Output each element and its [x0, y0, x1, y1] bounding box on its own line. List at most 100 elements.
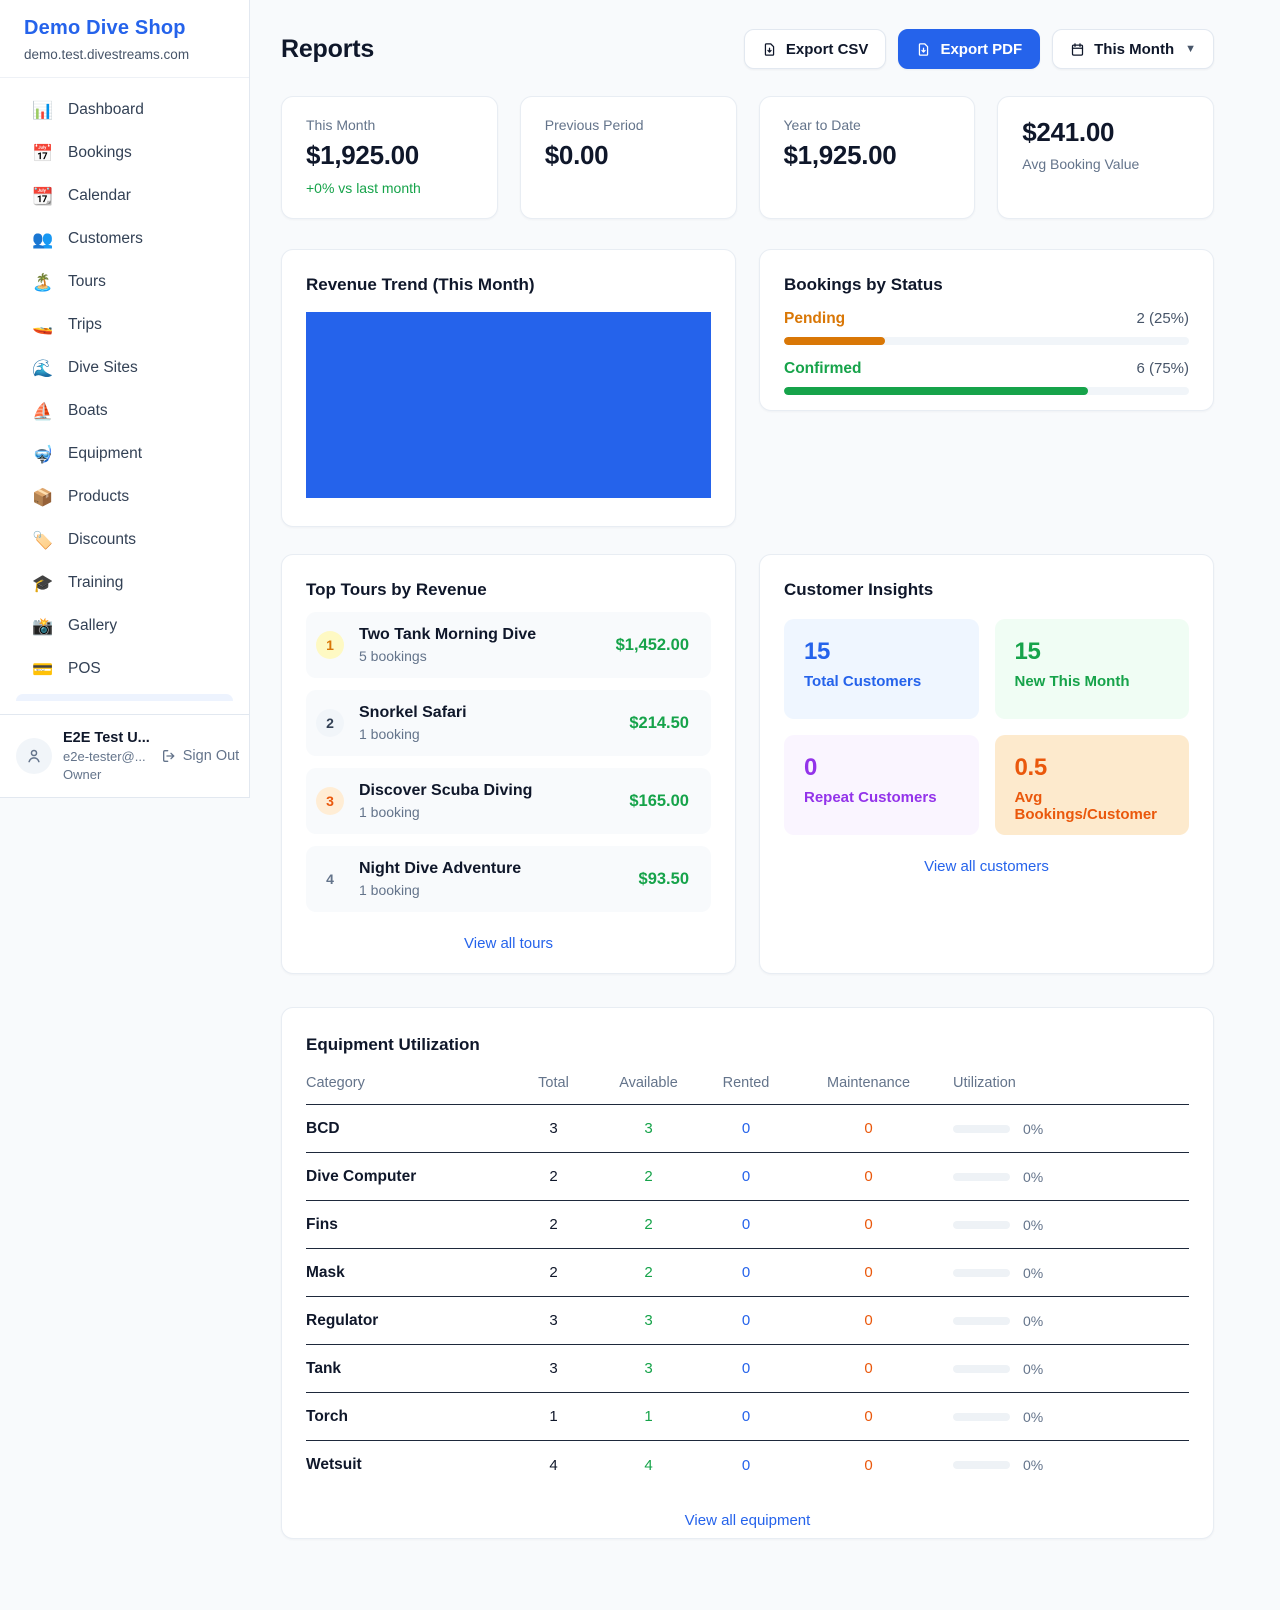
sidebar-item-trips[interactable]: 🚤 Trips — [8, 307, 241, 343]
sign-out-button[interactable]: Sign Out — [161, 748, 239, 764]
export-pdf-button[interactable]: Export PDF — [898, 29, 1041, 69]
cell-category: Mask — [306, 1263, 345, 1281]
utilization-percent: 0% — [1023, 1216, 1044, 1233]
utilization-bar — [953, 1412, 1010, 1421]
cell-rented: 0 — [741, 1360, 751, 1377]
cell-category: Tank — [306, 1359, 342, 1377]
cell-utilization: 0% — [941, 1313, 1189, 1329]
rank-badge: 1 — [316, 631, 344, 659]
export-pdf-label: Export PDF — [940, 40, 1023, 58]
tile-label: New This Month — [1014, 673, 1130, 690]
sidebar-item-gallery[interactable]: 📸 Gallery — [8, 608, 241, 644]
view-all-tours-link[interactable]: View all tours — [464, 935, 553, 952]
sidebar-item-training[interactable]: 🎓 Training — [8, 565, 241, 601]
status-row-confirmed: Confirmed 6 (75%) — [784, 360, 1189, 395]
column-header-utilization: Utilization — [953, 1075, 1016, 1091]
top-tours-card: Top Tours by Revenue 1 Two Tank Morning … — [281, 554, 736, 974]
sidebar-item-tours[interactable]: 🏝️ Tours — [8, 264, 241, 300]
sidebar-item-equipment[interactable]: 🤿 Equipment — [8, 436, 241, 472]
cell-utilization: 0% — [941, 1169, 1189, 1185]
cell-available: 3 — [644, 1312, 653, 1329]
cell-available: 2 — [644, 1264, 653, 1281]
charts-row: Revenue Trend (This Month) Bookings by S… — [281, 249, 1214, 527]
sidebar-item-calendar[interactable]: 📆 Calendar — [8, 178, 241, 214]
stat-value: $0.00 — [544, 140, 609, 170]
tile-value: 15 — [804, 638, 831, 665]
cell-maintenance: 0 — [864, 1168, 873, 1185]
tour-name: Two Tank Morning Dive — [359, 626, 537, 643]
user-role: Owner — [63, 767, 102, 782]
progress-fill — [784, 337, 886, 345]
revenue-trend-chart — [306, 312, 711, 498]
tour-bookings: 1 booking — [359, 804, 420, 820]
bar-chart-icon: 📊 — [32, 100, 54, 120]
tour-bookings: 1 booking — [359, 882, 420, 898]
sidebar-item-bookings[interactable]: 📅 Bookings — [8, 135, 241, 171]
view-all-equipment-link[interactable]: View all equipment — [684, 1512, 811, 1529]
status-label: Confirmed — [784, 360, 862, 377]
sidebar-nav: 📊 Dashboard 📅 Bookings 📆 Calendar 👥 Cust… — [0, 78, 249, 701]
cell-maintenance: 0 — [864, 1312, 873, 1329]
sidebar-item-label: Discounts — [68, 531, 137, 548]
cell-rented: 0 — [741, 1312, 751, 1329]
sidebar-item-discounts[interactable]: 🏷️ Discounts — [8, 522, 241, 558]
cell-total: 1 — [549, 1408, 558, 1425]
status-row-pending: Pending 2 (25%) — [784, 310, 1189, 345]
cell-category: BCD — [306, 1119, 340, 1137]
sidebar-item-label: Bookings — [68, 144, 132, 161]
sidebar-item-dashboard[interactable]: 📊 Dashboard — [8, 92, 241, 128]
top-tours-title: Top Tours by Revenue — [306, 580, 487, 599]
customer-insights-title: Customer Insights — [784, 580, 934, 599]
bookings-by-status-card: Bookings by Status Pending 2 (25%) Confi… — [759, 249, 1214, 411]
sidebar-item-boats[interactable]: ⛵ Boats — [8, 393, 241, 429]
graduation-cap-icon: 🎓 — [32, 573, 54, 593]
cell-category: Torch — [306, 1407, 348, 1425]
cell-utilization: 0% — [941, 1265, 1189, 1281]
sidebar-item-label: Products — [68, 488, 130, 505]
cell-available: 1 — [644, 1408, 653, 1425]
people-icon: 👥 — [32, 229, 54, 249]
user-email: e2e-tester@... — [63, 749, 146, 764]
tour-bookings: 1 booking — [359, 726, 420, 742]
tile-avg-bookings: 0.5 Avg Bookings/Customer — [994, 735, 1189, 835]
cell-rented: 0 — [741, 1216, 751, 1233]
sidebar-item-dive-sites[interactable]: 🌊 Dive Sites — [8, 350, 241, 386]
equipment-utilization-card: Equipment Utilization Category Total Ava… — [281, 1007, 1214, 1539]
tile-value: 0.5 — [1014, 754, 1048, 781]
cell-available: 4 — [644, 1456, 653, 1474]
person-icon — [28, 749, 40, 763]
period-dropdown[interactable]: This Month ▼ — [1052, 29, 1214, 69]
sidebar-item-label: Tours — [68, 273, 106, 290]
stat-card-previous-period: Previous Period $0.00 — [519, 96, 737, 219]
export-csv-button[interactable]: Export CSV — [743, 29, 887, 69]
calendar-icon: 📆 — [32, 186, 54, 206]
cell-category: Dive Computer — [306, 1167, 417, 1185]
utilization-percent: 0% — [1023, 1264, 1044, 1281]
tile-label: Total Customers — [804, 673, 922, 690]
sidebar-item-pos[interactable]: 💳 POS — [8, 651, 241, 687]
tour-row: 3 Discover Scuba Diving 1 booking $165.0… — [306, 768, 711, 834]
sidebar-item-customers[interactable]: 👥 Customers — [8, 221, 241, 257]
tour-row: 2 Snorkel Safari 1 booking $214.50 — [306, 690, 711, 756]
cell-available: 3 — [644, 1120, 653, 1137]
stat-card-this-month: This Month $1,925.00 +0% vs last month — [281, 96, 498, 219]
utilization-bar — [953, 1461, 1010, 1469]
cell-total: 3 — [549, 1360, 558, 1377]
cell-total: 2 — [549, 1168, 558, 1185]
tour-revenue: $93.50 — [638, 869, 689, 888]
sidebar-item-products[interactable]: 📦 Products — [8, 479, 241, 515]
table-row: BCD 3 3 0 0 0% — [306, 1105, 1189, 1153]
sidebar-user-panel: E2E Test U... e2e-tester@... Owner Sign … — [0, 714, 249, 797]
cell-available: 2 — [644, 1216, 653, 1233]
view-all-customers-link[interactable]: View all customers — [924, 858, 1049, 875]
sidebar-item-partial-highlight[interactable] — [16, 694, 233, 701]
tile-value: 0 — [804, 754, 818, 781]
stat-label: Avg Booking Value — [1022, 156, 1140, 172]
tour-row: 4 Night Dive Adventure 1 booking $93.50 — [306, 846, 711, 912]
progress-track — [784, 337, 1189, 345]
cell-total: 2 — [549, 1216, 558, 1233]
tile-value: 15 — [1014, 638, 1041, 665]
tile-total-customers: 15 Total Customers — [784, 619, 979, 719]
column-header-category: Category — [306, 1075, 365, 1091]
